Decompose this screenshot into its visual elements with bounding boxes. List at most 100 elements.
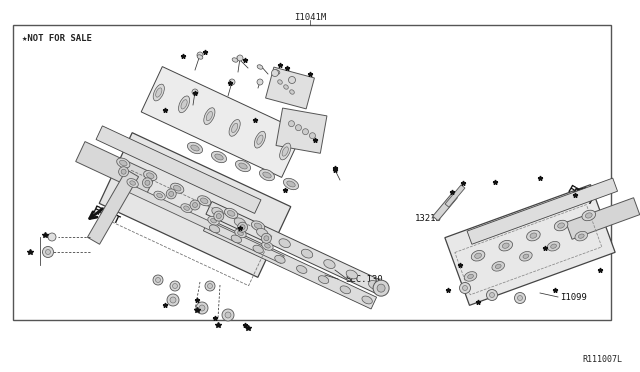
Ellipse shape [279, 239, 291, 248]
Text: R111007L: R111007L [582, 356, 622, 365]
Ellipse shape [173, 185, 181, 191]
Ellipse shape [211, 218, 216, 223]
Ellipse shape [254, 223, 262, 229]
Circle shape [145, 180, 150, 185]
Ellipse shape [208, 216, 219, 225]
Ellipse shape [229, 119, 240, 136]
Ellipse shape [171, 183, 184, 193]
Polygon shape [122, 182, 284, 263]
Polygon shape [445, 185, 465, 207]
Ellipse shape [464, 272, 477, 281]
Circle shape [216, 214, 221, 219]
Ellipse shape [206, 112, 212, 121]
Polygon shape [266, 67, 314, 109]
Text: ★NOT FOR SALE: ★NOT FOR SALE [22, 33, 92, 42]
Circle shape [515, 292, 525, 304]
Ellipse shape [257, 228, 268, 237]
Ellipse shape [227, 211, 235, 216]
Ellipse shape [579, 234, 584, 238]
Circle shape [143, 178, 152, 188]
Text: 13213: 13213 [415, 214, 442, 222]
Ellipse shape [530, 233, 537, 238]
Ellipse shape [527, 230, 540, 241]
Ellipse shape [284, 85, 288, 89]
Polygon shape [99, 133, 291, 277]
Ellipse shape [290, 90, 294, 94]
Polygon shape [204, 219, 376, 309]
Circle shape [170, 281, 180, 291]
Ellipse shape [259, 169, 275, 181]
Circle shape [257, 79, 263, 85]
Ellipse shape [184, 206, 189, 210]
Circle shape [460, 282, 470, 294]
Ellipse shape [550, 244, 556, 248]
Text: I1041M: I1041M [294, 13, 326, 22]
Ellipse shape [253, 245, 263, 253]
Ellipse shape [557, 223, 564, 228]
Polygon shape [467, 178, 618, 244]
Ellipse shape [575, 231, 588, 241]
Ellipse shape [181, 100, 187, 109]
Ellipse shape [143, 171, 157, 181]
Ellipse shape [181, 204, 192, 212]
Ellipse shape [554, 220, 568, 231]
Polygon shape [433, 193, 458, 221]
Ellipse shape [324, 260, 335, 269]
Polygon shape [76, 142, 156, 195]
Ellipse shape [275, 255, 285, 263]
Circle shape [222, 309, 234, 321]
Polygon shape [445, 185, 615, 305]
Ellipse shape [200, 198, 208, 203]
Ellipse shape [284, 178, 298, 190]
Ellipse shape [369, 280, 380, 289]
Ellipse shape [116, 158, 130, 168]
Ellipse shape [239, 163, 247, 169]
Ellipse shape [547, 241, 560, 251]
Ellipse shape [157, 193, 163, 198]
Ellipse shape [301, 249, 313, 258]
Circle shape [377, 284, 385, 292]
Ellipse shape [153, 84, 164, 101]
Circle shape [166, 189, 176, 199]
Ellipse shape [318, 276, 329, 283]
Circle shape [490, 292, 495, 298]
Circle shape [169, 192, 173, 196]
Circle shape [199, 305, 205, 311]
Ellipse shape [471, 250, 485, 261]
Circle shape [237, 55, 243, 61]
Polygon shape [96, 126, 261, 214]
Circle shape [373, 280, 389, 296]
Circle shape [303, 129, 308, 135]
Circle shape [463, 285, 467, 291]
Text: SEC.130: SEC.130 [345, 276, 383, 285]
Ellipse shape [198, 196, 211, 206]
Ellipse shape [156, 88, 162, 97]
Ellipse shape [211, 151, 227, 163]
Circle shape [271, 70, 278, 77]
Circle shape [229, 79, 235, 85]
Ellipse shape [499, 240, 513, 251]
Ellipse shape [582, 210, 596, 221]
Circle shape [289, 121, 294, 127]
Circle shape [118, 167, 129, 177]
Ellipse shape [274, 70, 280, 74]
Ellipse shape [475, 253, 481, 259]
Polygon shape [566, 198, 640, 239]
Ellipse shape [215, 154, 223, 160]
Ellipse shape [237, 231, 243, 235]
Ellipse shape [130, 181, 136, 185]
Ellipse shape [209, 225, 220, 233]
Circle shape [214, 211, 224, 221]
Ellipse shape [282, 147, 288, 156]
Ellipse shape [232, 123, 237, 132]
Ellipse shape [120, 160, 127, 166]
Circle shape [48, 233, 56, 241]
Ellipse shape [188, 142, 202, 154]
Ellipse shape [362, 296, 372, 304]
Circle shape [310, 133, 316, 139]
Text: FRONT: FRONT [565, 185, 595, 208]
Ellipse shape [191, 145, 199, 151]
Ellipse shape [147, 173, 154, 179]
Ellipse shape [254, 131, 266, 148]
Bar [13, 25, 611, 320]
